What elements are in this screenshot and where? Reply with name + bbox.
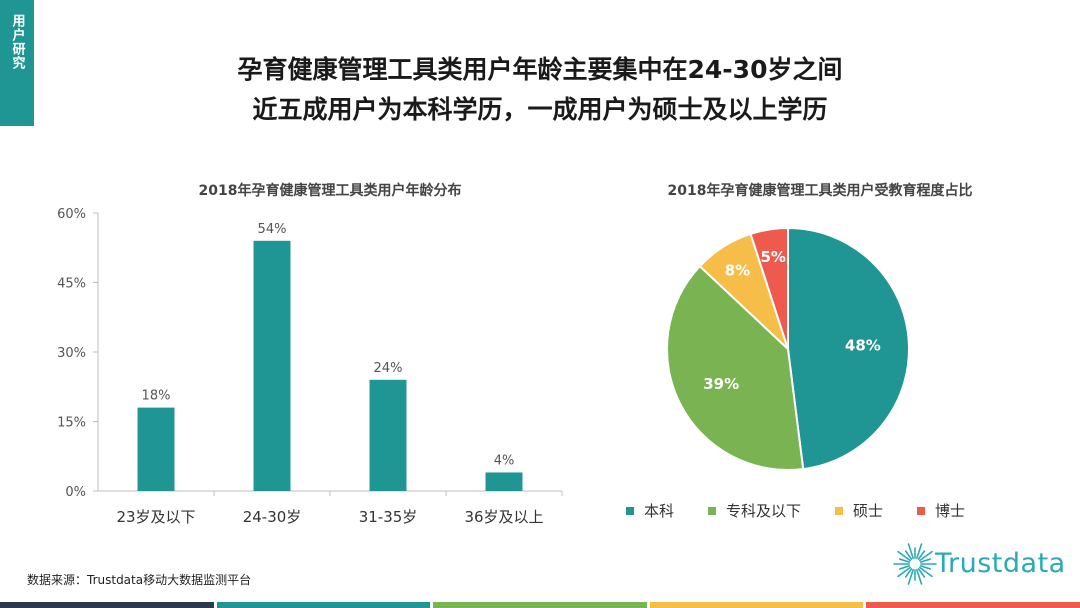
y-tick-label: 60%	[57, 207, 86, 222]
bar-segment-dark	[0, 602, 214, 608]
bar-value-label: 24%	[374, 361, 403, 376]
pie-slice	[666, 264, 805, 471]
bar-chart-title: 2018年孕育健康管理工具类用户年龄分布	[198, 183, 462, 199]
logo-text: Trustdata	[935, 548, 1066, 579]
legend-item: 硕士	[835, 500, 883, 521]
x-tick-label: 23岁及以下	[116, 508, 195, 526]
pie-slice-label: 5%	[761, 248, 786, 266]
section-tab-label: 用户研究	[9, 14, 25, 70]
pie-slice-label: 48%	[845, 336, 881, 354]
bar	[369, 379, 407, 491]
y-tick-label: 0%	[65, 485, 86, 500]
pie-slice-label: 8%	[725, 261, 750, 279]
bar	[485, 472, 523, 491]
x-tick-label: 31-35岁	[359, 508, 418, 526]
starburst-icon	[893, 543, 937, 585]
pie-chart-title: 2018年孕育健康管理工具类用户受教育程度占比	[667, 183, 973, 199]
bar	[137, 407, 175, 491]
trustdata-logo: Trustdata	[893, 534, 1073, 594]
y-tick-label: 30%	[57, 346, 86, 361]
bar-segment-green	[433, 602, 647, 608]
legend-item: 专科及以下	[708, 500, 801, 521]
legend-label: 本科	[644, 502, 675, 520]
headline-line-2: 近五成用户为本科学历，一成用户为硕士及以上学历	[252, 95, 828, 124]
legend-label: 硕士	[853, 502, 884, 520]
bar-segment-teal	[216, 602, 431, 608]
bar-segment-red	[866, 602, 1080, 608]
pie-slice	[749, 226, 789, 350]
section-tab: 用户研究	[0, 0, 34, 126]
x-tick-label: 36岁及以上	[464, 508, 543, 526]
bar	[253, 240, 291, 491]
bar-value-label: 4%	[494, 453, 515, 468]
legend-swatch	[835, 506, 844, 515]
legend-label: 博士	[935, 502, 966, 520]
y-tick-label: 15%	[57, 416, 86, 431]
y-tick-label: 45%	[57, 277, 86, 292]
pie-slice-label: 39%	[703, 375, 739, 393]
pie-legend: 本科 专科及以下 硕士 博士	[626, 500, 999, 521]
bar-segment-yellow	[649, 602, 864, 608]
legend-item: 博士	[917, 500, 965, 521]
legend-swatch	[708, 506, 717, 515]
headline-line-1: 孕育健康管理工具类用户年龄主要集中在24-30岁之间	[237, 55, 843, 84]
legend-label: 专科及以下	[726, 502, 802, 520]
bar-value-label: 18%	[142, 389, 171, 404]
bar-chart: 0% 15% 30% 45% 60% 18% 23岁及以下 54% 24-30岁 24% 31-35…	[57, 207, 563, 526]
bottom-color-bar	[0, 602, 1080, 608]
pie-chart: 48% 39% 8% 5%	[666, 226, 910, 471]
legend-swatch	[917, 506, 926, 515]
pie-slice	[787, 226, 910, 471]
bar-value-label: 54%	[258, 222, 287, 237]
x-tick-label: 24-30岁	[243, 508, 302, 526]
legend-swatch	[626, 506, 634, 515]
legend-item: 本科	[626, 500, 674, 521]
data-source: 数据来源：Trustdata移动大数据监测平台	[27, 573, 252, 587]
